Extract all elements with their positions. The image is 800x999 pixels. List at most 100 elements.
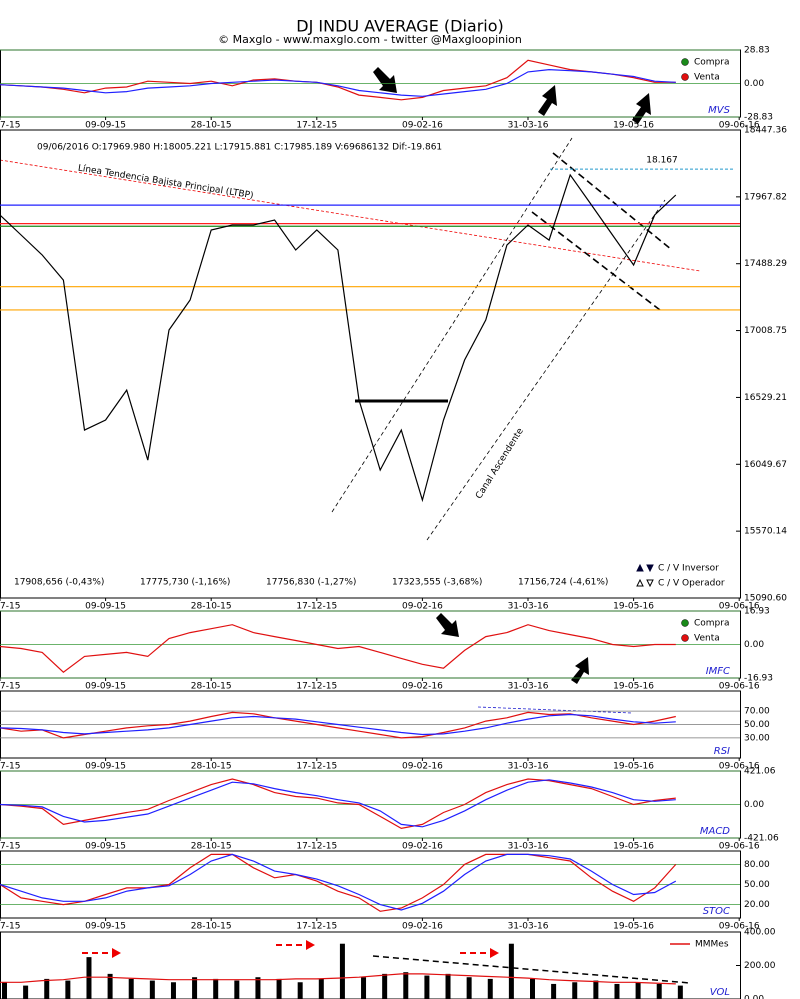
x-tick-label: 7-15 bbox=[0, 762, 20, 772]
bar bbox=[530, 978, 535, 999]
level-label: 17756,830 (-1,27%) bbox=[266, 578, 356, 588]
series-line bbox=[0, 853, 677, 911]
series-line bbox=[0, 173, 677, 503]
y-tick-label: 0.00 bbox=[744, 995, 764, 999]
x-tick-label: 17-12-15 bbox=[296, 602, 337, 612]
annotation: Línea Tendencia Bajista Principal (LTBP) bbox=[77, 164, 254, 202]
legend-label: C / V Inversor bbox=[658, 564, 719, 574]
x-tick-label: 28-10-15 bbox=[191, 602, 232, 612]
x-tick-label: 19-05-16 bbox=[613, 842, 654, 852]
bar bbox=[107, 973, 113, 999]
x-tick-label: 7-15 bbox=[0, 602, 20, 612]
x-tick-label: 09-06-16 bbox=[719, 682, 760, 692]
legend-marker bbox=[681, 73, 689, 81]
x-tick-label: 09-09-15 bbox=[85, 762, 126, 772]
x-tick-label: 09-02-16 bbox=[402, 602, 443, 612]
bar bbox=[635, 982, 641, 999]
series-line bbox=[0, 711, 676, 739]
bar bbox=[656, 983, 662, 999]
trend-line bbox=[477, 706, 633, 714]
x-tick-label: 28-10-15 bbox=[191, 842, 232, 852]
y-tick-label: -28.83 bbox=[744, 113, 773, 123]
legend-marker bbox=[636, 563, 644, 572]
bar bbox=[44, 978, 50, 999]
x-tick-label: 17-12-15 bbox=[296, 842, 337, 852]
bar bbox=[234, 980, 240, 999]
panel-frame bbox=[0, 931, 741, 999]
legend-marker bbox=[646, 564, 654, 573]
bar bbox=[339, 943, 345, 999]
x-tick-label: 09-09-15 bbox=[85, 602, 126, 612]
y-tick-label: 0.00 bbox=[744, 79, 764, 89]
y-tick-label: 17488.29 bbox=[744, 259, 787, 269]
y-tick-label: 18447.36 bbox=[744, 126, 787, 136]
panel-label: IMFC bbox=[706, 666, 730, 677]
bar bbox=[149, 980, 155, 999]
x-tick-label: 09-02-16 bbox=[402, 762, 443, 772]
bar bbox=[86, 957, 92, 999]
x-tick-label: 7-15 bbox=[0, 682, 20, 692]
x-tick-label: 09-09-15 bbox=[85, 842, 126, 852]
bar bbox=[593, 980, 599, 999]
y-tick-label: 16049.67 bbox=[744, 460, 787, 470]
level-label: 17908,656 (-0,43%) bbox=[14, 578, 104, 588]
series-line bbox=[0, 624, 676, 673]
bar bbox=[23, 985, 29, 999]
bar bbox=[403, 972, 409, 999]
y-tick-label: 50.00 bbox=[744, 720, 770, 730]
legend-marker bbox=[681, 634, 689, 642]
x-tick-label: 31-03-16 bbox=[508, 762, 549, 772]
bar bbox=[466, 977, 472, 999]
arrow bbox=[306, 940, 315, 950]
x-tick-label: 09-06-16 bbox=[719, 842, 760, 852]
y-tick-label: 16529.21 bbox=[744, 393, 787, 403]
x-tick-label: 17-12-15 bbox=[296, 922, 337, 932]
level-label: 17323,555 (-3,68%) bbox=[392, 578, 482, 588]
series-line bbox=[0, 779, 676, 828]
x-tick-label: 17-12-15 bbox=[296, 682, 337, 692]
channel-line bbox=[426, 199, 666, 541]
x-tick-label: 09-06-16 bbox=[719, 602, 760, 612]
panel-label: STOC bbox=[703, 906, 730, 917]
legend-label: MMMes bbox=[695, 940, 729, 950]
y-tick-label: 80.00 bbox=[744, 860, 770, 870]
y-tick-label: 70.00 bbox=[744, 707, 770, 717]
legend-marker bbox=[681, 58, 689, 66]
bar bbox=[128, 978, 134, 999]
bar bbox=[170, 982, 176, 999]
y-tick-label: 200.00 bbox=[744, 961, 776, 971]
legend-marker bbox=[636, 578, 644, 587]
x-tick-label: 09-09-15 bbox=[85, 121, 126, 131]
arrow bbox=[538, 85, 557, 116]
bar bbox=[614, 983, 620, 999]
drawings bbox=[0, 67, 701, 984]
series-line bbox=[0, 713, 676, 736]
x-tick-label: 28-10-15 bbox=[191, 121, 232, 131]
arrow bbox=[490, 948, 499, 958]
x-tick-label: 09-02-16 bbox=[402, 121, 443, 131]
y-tick-label: 30.00 bbox=[744, 733, 770, 743]
x-tick-label: 09-02-16 bbox=[402, 682, 443, 692]
x-tick-label: 31-03-16 bbox=[508, 602, 549, 612]
bar bbox=[192, 977, 198, 999]
annotation: Canal Ascendente bbox=[474, 426, 526, 501]
x-tick-label: 31-03-16 bbox=[508, 922, 549, 932]
bar bbox=[508, 943, 514, 999]
y-tick-label: 0.00 bbox=[744, 640, 764, 650]
legend-label: Compra bbox=[694, 58, 730, 68]
y-tick-label: 28.83 bbox=[744, 46, 770, 56]
trend-line bbox=[0, 159, 701, 272]
x-tick-label: 09-02-16 bbox=[402, 842, 443, 852]
y-tick-label: 17008.75 bbox=[744, 326, 787, 336]
bar bbox=[276, 978, 282, 999]
arrow bbox=[571, 657, 589, 684]
level-label: 17156,724 (-4,61%) bbox=[518, 578, 608, 588]
bar bbox=[677, 985, 683, 999]
x-tick-label: 31-03-16 bbox=[508, 121, 549, 131]
level-label: 17775,730 (-1,16%) bbox=[140, 578, 230, 588]
bar bbox=[445, 973, 451, 999]
legend-marker bbox=[646, 579, 654, 588]
y-tick-label: 20.00 bbox=[744, 900, 770, 910]
panel-frame bbox=[0, 129, 741, 599]
